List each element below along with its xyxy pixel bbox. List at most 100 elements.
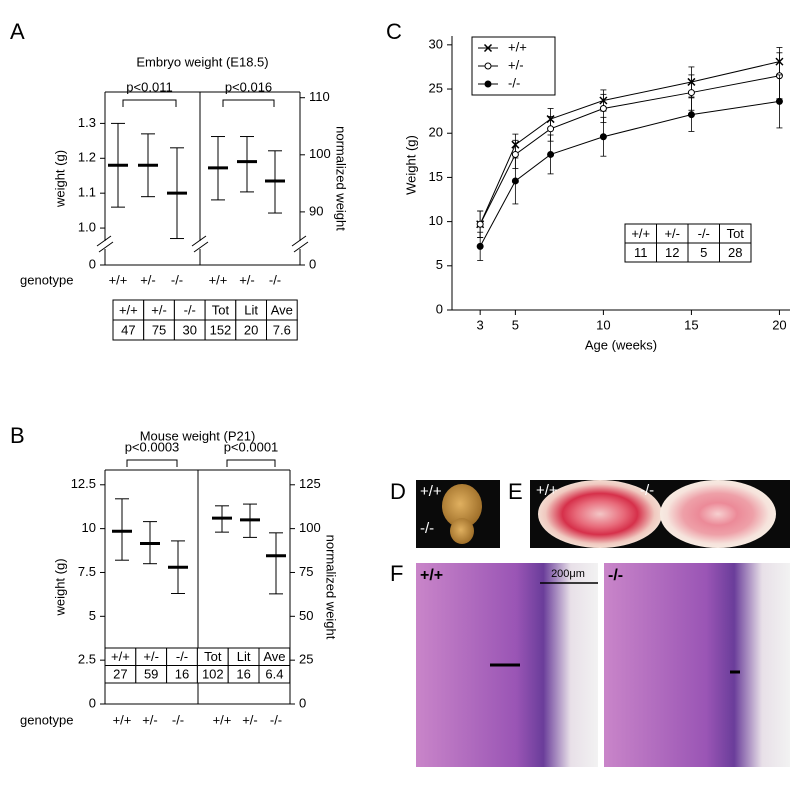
chart-title: Embryo weight (E18.5) [136, 54, 268, 69]
panel-label: E [508, 479, 523, 504]
image-label: +/+ [420, 483, 442, 500]
table-text: -/- [698, 226, 710, 241]
scale-label: 200μm [551, 568, 585, 580]
marker [476, 242, 484, 250]
significance-bracket [122, 99, 177, 107]
y2-tick-label: 110 [309, 89, 330, 104]
tissue [660, 480, 776, 548]
y-tick-label: 15 [429, 169, 443, 184]
legend-marker [484, 80, 492, 88]
axis-break [98, 241, 114, 253]
image-f-right [604, 563, 790, 767]
marker [511, 150, 519, 158]
table-text: 152 [210, 322, 232, 337]
table-text: 6.4 [265, 667, 283, 682]
table-text: Tot [204, 649, 222, 664]
significance-bracket [226, 459, 276, 467]
table-text: +/+ [119, 302, 138, 317]
y-axis-label: weight (g) [52, 558, 67, 616]
p-value: p<0.0001 [224, 439, 279, 454]
y-tick-label: 20 [429, 125, 443, 140]
x-axis-label: genotype [20, 712, 74, 727]
axis-break [191, 235, 207, 247]
axis-break [293, 241, 309, 253]
x-tick-label: +/+ [209, 272, 228, 287]
panel-label: C [386, 19, 402, 44]
x-tick-label: 15 [684, 317, 698, 332]
table-cell [266, 319, 298, 341]
y2-tick-label: 75 [299, 564, 313, 579]
chart-title: Mouse weight (P21) [140, 428, 256, 443]
table-text: 5 [700, 245, 707, 260]
axis-break [291, 235, 307, 247]
embryo [450, 518, 474, 544]
y-tick-label: 2.5 [78, 652, 96, 667]
y-tick-label: 5 [436, 257, 443, 272]
y-tick-label: 10 [82, 520, 96, 535]
image-label: -/- [640, 482, 654, 499]
table-text: +/- [143, 649, 159, 664]
tissue [538, 480, 662, 548]
table-text: 102 [202, 667, 224, 682]
x-tick-label: +/- [142, 712, 158, 727]
panel-label: D [390, 479, 406, 504]
marker [476, 220, 484, 228]
y-tick-label: 0 [436, 301, 443, 316]
significance-bracket [126, 459, 178, 467]
embryo [442, 484, 482, 528]
p-value: p<0.0003 [125, 439, 180, 454]
x-tick-label: +/+ [213, 712, 232, 727]
y-tick-label: 0 [89, 256, 96, 271]
table-text: 16 [236, 667, 250, 682]
marker [687, 89, 695, 97]
table-text: 16 [175, 667, 189, 682]
marker [511, 177, 519, 185]
x-tick-label: +/- [140, 272, 156, 287]
table-text: Lit [237, 649, 251, 664]
axis-gap [298, 241, 302, 249]
x-tick-label: -/- [172, 712, 184, 727]
axis-gap [103, 241, 107, 249]
table-text: +/- [664, 226, 680, 241]
x-tick-label: -/- [270, 712, 282, 727]
table-text: 27 [113, 667, 127, 682]
significance-bracket [222, 99, 275, 107]
table-text: +/+ [111, 649, 130, 664]
panel-label: B [10, 423, 25, 448]
table-text: 20 [244, 322, 258, 337]
table-text: 75 [152, 322, 166, 337]
x-axis-label: Age (weeks) [585, 337, 657, 352]
image-label: -/- [608, 567, 623, 584]
legend-label: -/- [508, 75, 520, 90]
y2-axis-label: normalized weight [334, 126, 349, 231]
table-text: +/+ [631, 226, 650, 241]
table-text: 11 [634, 245, 648, 260]
marker [775, 97, 783, 105]
series-line [479, 100, 780, 247]
y-tick-label: 12.5 [71, 476, 96, 491]
y2-tick-label: 0 [299, 695, 306, 710]
y-tick-label: 10 [429, 213, 443, 228]
table-text: 28 [728, 245, 742, 260]
series-line [479, 61, 780, 225]
y2-tick-label: 100 [299, 520, 321, 535]
y-axis-label: Weight (g) [403, 135, 418, 195]
table-text: 30 [183, 322, 197, 337]
x-tick-label: +/- [239, 272, 255, 287]
x-tick-label: -/- [171, 272, 183, 287]
p-value: p<0.011 [126, 79, 172, 94]
axis-break [193, 241, 209, 253]
marker [547, 150, 555, 158]
image-label: +/+ [420, 567, 443, 584]
x-tick-label: +/+ [113, 712, 132, 727]
table-text: Tot [727, 226, 745, 241]
y-tick-label: 5 [89, 608, 96, 623]
image-label: -/- [420, 520, 434, 537]
axis-gap [198, 241, 202, 249]
y2-axis-label: normalized weight [324, 535, 339, 640]
y2-tick-label: 125 [299, 476, 321, 491]
x-tick-label: 10 [596, 317, 610, 332]
y-tick-label: 0 [89, 695, 96, 710]
axis-break [96, 235, 112, 247]
